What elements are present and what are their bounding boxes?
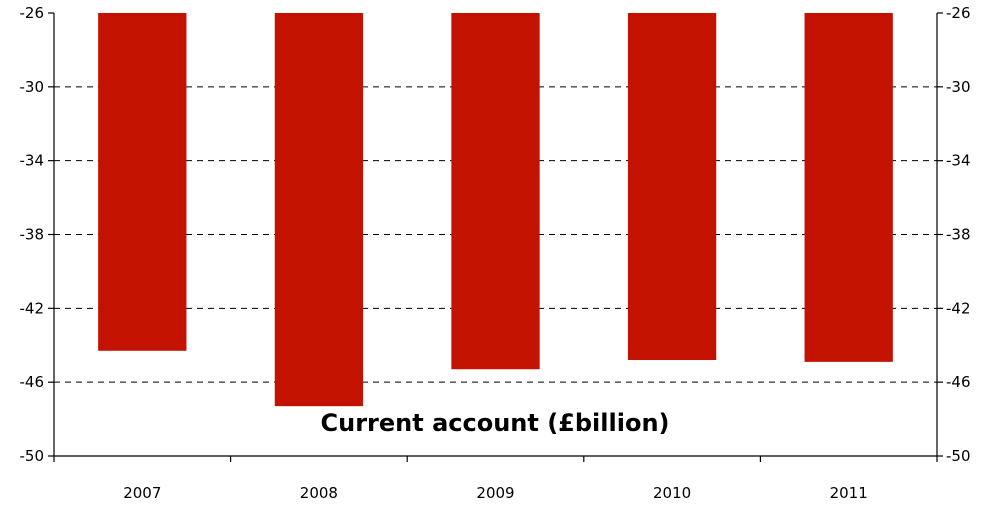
y-tick-label-right: -34 [946,152,971,170]
x-tick-label: 2011 [830,484,868,502]
y-tick-label-right: -42 [946,299,971,317]
y-tick-label-left: -30 [20,78,45,96]
bars [98,13,893,407]
bar-2007 [98,13,187,351]
y-tick-label-right: -26 [946,4,971,22]
chart-title: Current account (£billion) [321,409,670,437]
x-tick-label: 2010 [653,484,691,502]
y-tick-label-right: -38 [946,226,971,244]
x-tick-label: 2008 [300,484,338,502]
y-tick-label-right: -50 [946,447,971,465]
y-tick-label-right: -30 [946,78,971,96]
y-tick-label-left: -50 [20,447,45,465]
y-tick-label-left: -46 [20,373,45,391]
left-y-tick-labels: -26 -30 -34 -38 -42 -46 -50 [20,4,54,465]
bar-2008 [274,13,364,407]
y-tick-label-left: -42 [20,299,45,317]
bar-2010 [627,13,717,361]
bar-2009 [451,13,540,370]
x-tick-label: 2009 [476,484,514,502]
y-tick-label-left: -34 [20,152,45,170]
y-tick-label-left: -26 [20,4,45,22]
x-tick-labels: 2007 2008 2009 2010 2011 [53,456,938,502]
bar-2011 [804,13,893,362]
y-tick-label-left: -38 [20,226,45,244]
y-tick-label-right: -46 [946,373,971,391]
right-y-tick-labels: -26 -30 -34 -38 -42 -46 -50 [937,4,971,465]
x-tick-label: 2007 [123,484,161,502]
